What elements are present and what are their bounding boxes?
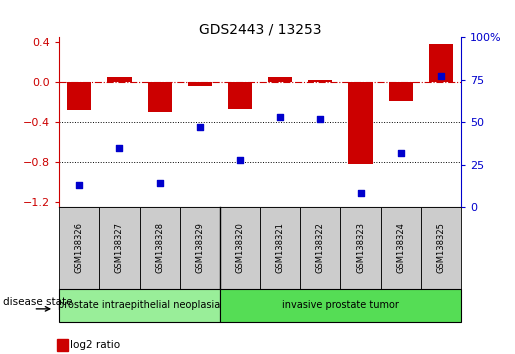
Bar: [268, 77, 292, 82]
Point: [276, 114, 284, 120]
FancyBboxPatch shape: [220, 289, 461, 322]
Point: [156, 181, 164, 186]
Text: invasive prostate tumor: invasive prostate tumor: [282, 300, 399, 310]
FancyBboxPatch shape: [59, 207, 99, 289]
Bar: [67, 82, 91, 110]
Text: GSM138320: GSM138320: [235, 222, 245, 273]
Text: GSM138329: GSM138329: [195, 222, 204, 273]
Point: [75, 182, 83, 188]
FancyBboxPatch shape: [300, 207, 340, 289]
Text: GSM138327: GSM138327: [115, 222, 124, 273]
Text: GSM138323: GSM138323: [356, 222, 365, 273]
Title: GDS2443 / 13253: GDS2443 / 13253: [199, 22, 321, 36]
FancyBboxPatch shape: [140, 207, 180, 289]
Text: GSM138325: GSM138325: [436, 222, 445, 273]
Text: prostate intraepithelial neoplasia: prostate intraepithelial neoplasia: [58, 300, 221, 310]
FancyBboxPatch shape: [340, 207, 381, 289]
Point: [397, 150, 405, 155]
Bar: [228, 82, 252, 109]
Point: [236, 157, 244, 162]
FancyBboxPatch shape: [421, 207, 461, 289]
Point: [356, 191, 365, 196]
Point: [437, 73, 445, 79]
Bar: [108, 77, 131, 82]
Point: [316, 116, 324, 121]
FancyBboxPatch shape: [59, 289, 220, 322]
Point: [196, 124, 204, 130]
FancyBboxPatch shape: [381, 207, 421, 289]
Text: GSM138326: GSM138326: [75, 222, 84, 273]
Text: log2 ratio: log2 ratio: [70, 340, 119, 350]
Bar: [148, 82, 171, 112]
Bar: [349, 82, 372, 164]
FancyBboxPatch shape: [99, 207, 140, 289]
FancyBboxPatch shape: [220, 207, 260, 289]
Bar: [308, 80, 332, 82]
Point: [115, 145, 124, 150]
Text: GSM138324: GSM138324: [396, 222, 405, 273]
Text: GSM138328: GSM138328: [155, 222, 164, 273]
Bar: [429, 44, 453, 82]
FancyBboxPatch shape: [260, 207, 300, 289]
Text: disease state: disease state: [3, 297, 72, 307]
FancyBboxPatch shape: [180, 207, 220, 289]
Text: GSM138321: GSM138321: [276, 222, 285, 273]
Bar: [188, 82, 212, 86]
Text: GSM138322: GSM138322: [316, 222, 325, 273]
Bar: [389, 82, 413, 101]
